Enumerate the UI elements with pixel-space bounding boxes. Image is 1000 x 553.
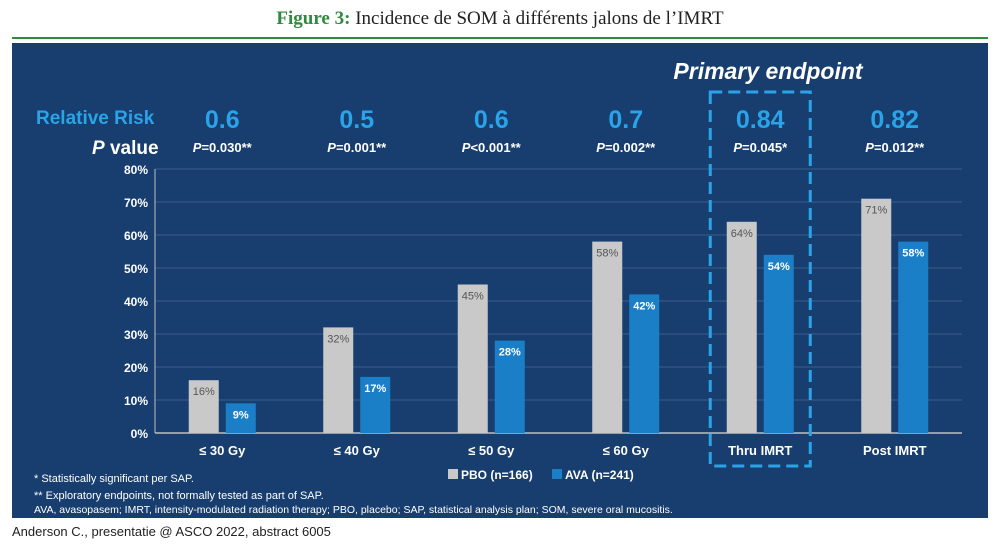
pbo-bar xyxy=(323,327,354,433)
pbo-data-label: 16% xyxy=(193,386,215,398)
relative-risk-value: 0.5 xyxy=(339,106,374,134)
pbo-data-label: 32% xyxy=(327,333,349,345)
legend-label-ava: AVA (n=241) xyxy=(565,468,634,482)
relative-risk-value: 0.7 xyxy=(608,106,643,134)
footnote: * Statistically significant per SAP. xyxy=(34,473,194,485)
y-tick-label: 30% xyxy=(124,328,148,342)
ava-data-label: 58% xyxy=(902,248,924,260)
x-tick-label: ≤ 40 Gy xyxy=(334,443,381,458)
p-value: P=0.001** xyxy=(327,140,387,155)
title-rule xyxy=(12,37,988,39)
pbo-data-label: 64% xyxy=(731,228,753,240)
pbo-bar xyxy=(861,198,892,433)
y-tick-label: 80% xyxy=(124,163,148,177)
bar-chart: 0% 10% 20% 30% 40% 50% 60% 70% 80% Primary endpoi… xyxy=(34,58,962,516)
p-value: P=0.012** xyxy=(865,140,925,155)
footnote: ** Exploratory endpoints, not formally t… xyxy=(34,490,324,502)
ava-data-label: 42% xyxy=(633,300,655,312)
figure-title: Figure 3: Incidence de SOM à différents … xyxy=(0,8,1000,30)
pbo-bar xyxy=(457,284,488,433)
pbo-data-label: 58% xyxy=(596,248,618,260)
pbo-bar xyxy=(726,221,757,433)
y-tick-label: 40% xyxy=(124,295,148,309)
pbo-bar xyxy=(188,380,219,433)
x-tick-label: Thru IMRT xyxy=(728,443,792,458)
p-value: P=0.030** xyxy=(193,140,253,155)
y-tick-label: 60% xyxy=(124,229,148,243)
primary-endpoint-label: Primary endpoint xyxy=(673,58,863,84)
footnote: AVA, avasopasem; IMRT, intensity-modulat… xyxy=(34,504,673,516)
legend-swatch-ava xyxy=(552,469,562,479)
ava-bar xyxy=(763,254,794,433)
p-value: P=0.045* xyxy=(733,140,788,155)
y-tick-label: 0% xyxy=(131,427,149,441)
ava-bar xyxy=(225,403,256,433)
pbo-bar xyxy=(592,241,623,433)
ava-data-label: 28% xyxy=(499,347,521,359)
y-tick-label: 10% xyxy=(124,394,148,408)
primary-endpoint-box xyxy=(708,90,812,468)
ava-data-label: 9% xyxy=(233,409,249,421)
ava-data-label: 54% xyxy=(768,261,790,273)
x-tick-label: ≤ 30 Gy xyxy=(199,443,246,458)
relative-risk-value: 0.6 xyxy=(474,106,509,134)
x-tick-label: Post IMRT xyxy=(863,443,927,458)
legend-label-pbo: PBO (n=166) xyxy=(461,468,533,482)
ava-bar xyxy=(360,376,391,433)
p-value: P=0.002** xyxy=(596,140,656,155)
chart-panel xyxy=(12,43,988,518)
pbo-data-label: 45% xyxy=(462,291,484,303)
relative-risk-value: 0.84 xyxy=(736,106,785,134)
figure-label: Figure 3: xyxy=(276,8,351,29)
ava-bar xyxy=(629,294,660,433)
relative-risk-value: 0.6 xyxy=(205,106,240,134)
x-tick-label: ≤ 60 Gy xyxy=(603,443,650,458)
relative-risk-value: 0.82 xyxy=(870,106,919,134)
ava-bar xyxy=(494,340,525,433)
figure-title-text: Incidence de SOM à différents jalons de … xyxy=(355,8,724,29)
p-value-label: P value xyxy=(92,138,159,159)
source-credit: Anderson C., presentatie @ ASCO 2022, ab… xyxy=(12,524,331,539)
y-tick-label: 20% xyxy=(124,361,148,375)
p-value: P<0.001** xyxy=(462,140,522,155)
ava-bar xyxy=(898,241,929,433)
legend-swatch-pbo xyxy=(448,469,458,479)
pbo-data-label: 71% xyxy=(865,205,887,217)
relative-risk-label: Relative Risk xyxy=(36,108,155,129)
y-tick-label: 50% xyxy=(124,262,148,276)
ava-data-label: 17% xyxy=(364,383,386,395)
y-tick-label: 70% xyxy=(124,196,148,210)
x-tick-label: ≤ 50 Gy xyxy=(468,443,515,458)
